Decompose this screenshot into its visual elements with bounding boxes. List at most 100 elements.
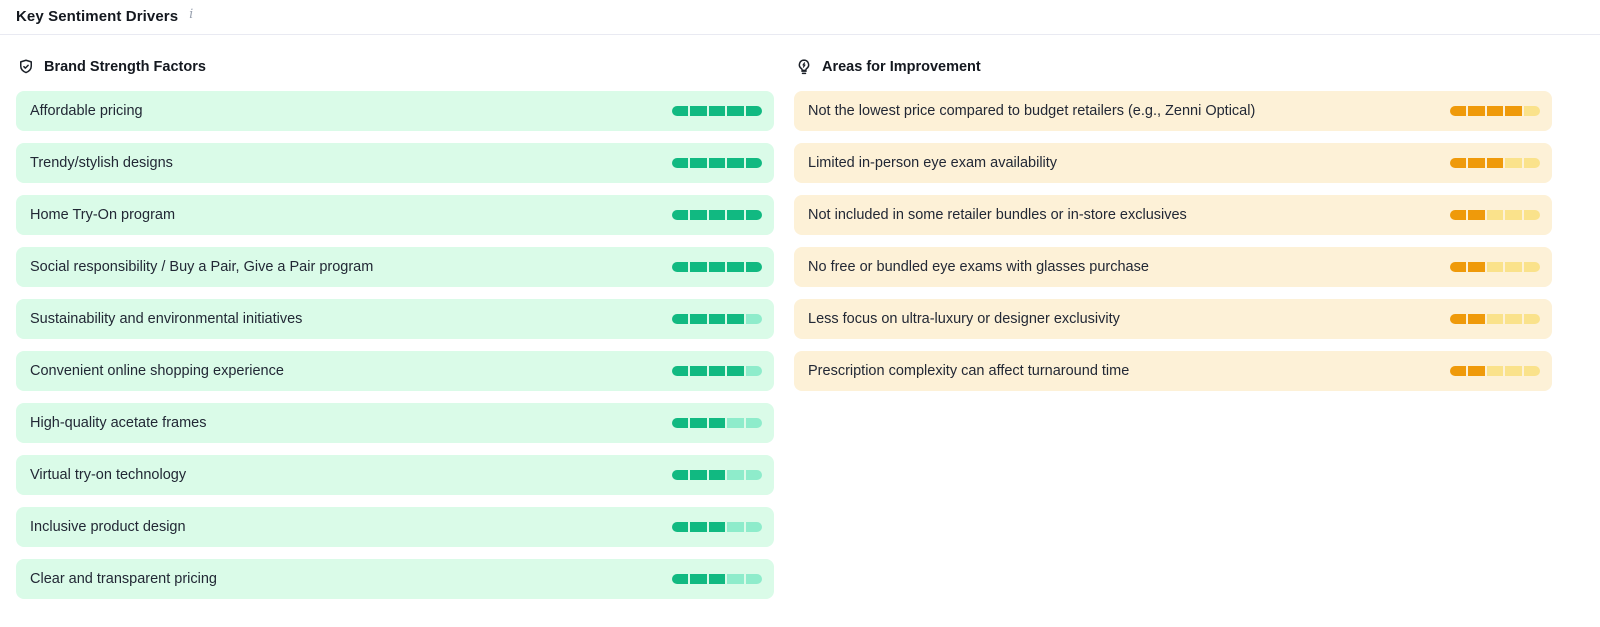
score-segment-filled — [709, 470, 725, 480]
score-segment-filled — [690, 210, 706, 220]
factor-rows: Affordable pricing Trendy/stylish designs… — [16, 91, 774, 599]
shield-check-icon — [17, 58, 35, 76]
score-segment-filled — [1468, 314, 1484, 324]
factor-row: Affordable pricing — [16, 91, 774, 131]
page-title: Key Sentiment Drivers — [16, 8, 178, 25]
score-bar — [672, 574, 762, 584]
factor-row: Trendy/stylish designs — [16, 143, 774, 183]
score-segment-filled — [709, 418, 725, 428]
score-segment-filled — [1468, 210, 1484, 220]
score-segment-empty — [1487, 210, 1503, 220]
score-segment-empty — [1524, 210, 1540, 220]
factor-row: Convenient online shopping experience — [16, 351, 774, 391]
score-segment-empty — [746, 418, 762, 428]
score-segment-filled — [672, 106, 688, 116]
factor-label: Inclusive product design — [30, 519, 186, 535]
factor-row: High-quality acetate frames — [16, 403, 774, 443]
score-segment-filled — [727, 210, 743, 220]
factor-row: Prescription complexity can affect turna… — [794, 351, 1552, 391]
score-bar — [1450, 210, 1540, 220]
score-segment-filled — [1468, 158, 1484, 168]
areas-for-improvement-column: Areas for Improvement Not the lowest pri… — [794, 58, 1552, 599]
score-segment-filled — [709, 574, 725, 584]
score-segment-empty — [727, 470, 743, 480]
panel-header: Key Sentiment Drivers i — [0, 0, 1600, 35]
brand-strength-factors-column: Brand Strength Factors Affordable pricin… — [16, 58, 774, 599]
factor-label: Affordable pricing — [30, 103, 143, 119]
score-segment-filled — [1450, 314, 1466, 324]
score-segment-filled — [690, 470, 706, 480]
score-segment-filled — [690, 106, 706, 116]
score-segment-filled — [709, 158, 725, 168]
score-segment-empty — [746, 574, 762, 584]
score-bar — [1450, 106, 1540, 116]
factor-label: Virtual try-on technology — [30, 467, 186, 483]
score-segment-filled — [690, 314, 706, 324]
factor-row: Not the lowest price compared to budget … — [794, 91, 1552, 131]
areas-for-improvement-header: Areas for Improvement — [794, 58, 1552, 76]
score-segment-filled — [727, 314, 743, 324]
score-segment-filled — [746, 158, 762, 168]
score-segment-empty — [1505, 314, 1521, 324]
score-segment-empty — [1487, 366, 1503, 376]
score-bar — [1450, 262, 1540, 272]
score-segment-empty — [746, 366, 762, 376]
score-segment-empty — [1505, 262, 1521, 272]
score-segment-filled — [1487, 158, 1503, 168]
score-segment-filled — [746, 210, 762, 220]
factor-row: Not included in some retailer bundles or… — [794, 195, 1552, 235]
score-segment-filled — [672, 574, 688, 584]
score-bar — [672, 314, 762, 324]
score-bar — [672, 210, 762, 220]
factor-row: Virtual try-on technology — [16, 455, 774, 495]
score-segment-empty — [1524, 106, 1540, 116]
score-segment-empty — [746, 522, 762, 532]
score-segment-filled — [1468, 262, 1484, 272]
lightbulb-bolt-icon — [795, 58, 813, 76]
score-bar — [1450, 158, 1540, 168]
score-segment-filled — [727, 262, 743, 272]
score-segment-empty — [746, 314, 762, 324]
column-title: Areas for Improvement — [822, 59, 981, 75]
score-segment-filled — [727, 158, 743, 168]
key-sentiment-drivers-panel: Key Sentiment Drivers i Brand Strength F… — [0, 0, 1600, 623]
factor-label: Prescription complexity can affect turna… — [808, 363, 1129, 379]
score-segment-filled — [672, 210, 688, 220]
score-bar — [672, 366, 762, 376]
brand-strength-factors-header: Brand Strength Factors — [16, 58, 774, 76]
score-segment-filled — [746, 262, 762, 272]
column-title: Brand Strength Factors — [44, 59, 206, 75]
score-segment-empty — [1524, 158, 1540, 168]
score-segment-empty — [1524, 262, 1540, 272]
factor-label: Not the lowest price compared to budget … — [808, 103, 1255, 119]
factor-row: Clear and transparent pricing — [16, 559, 774, 599]
score-segment-filled — [690, 574, 706, 584]
factor-label: High-quality acetate frames — [30, 415, 207, 431]
score-bar — [1450, 366, 1540, 376]
factor-row: No free or bundled eye exams with glasse… — [794, 247, 1552, 287]
score-segment-filled — [672, 522, 688, 532]
score-segment-filled — [1450, 262, 1466, 272]
score-segment-empty — [727, 574, 743, 584]
score-segment-empty — [727, 418, 743, 428]
factor-row: Limited in-person eye exam availability — [794, 143, 1552, 183]
score-segment-filled — [1450, 366, 1466, 376]
score-segment-empty — [1487, 262, 1503, 272]
score-segment-empty — [746, 470, 762, 480]
score-segment-filled — [709, 210, 725, 220]
score-segment-filled — [690, 366, 706, 376]
score-segment-filled — [709, 314, 725, 324]
score-segment-empty — [1524, 366, 1540, 376]
info-icon[interactable]: i — [189, 8, 193, 21]
factor-label: Clear and transparent pricing — [30, 571, 217, 587]
factor-label: Home Try-On program — [30, 207, 175, 223]
score-bar — [672, 106, 762, 116]
score-segment-filled — [1450, 210, 1466, 220]
score-segment-empty — [727, 522, 743, 532]
factor-row: Inclusive product design — [16, 507, 774, 547]
score-segment-filled — [1468, 366, 1484, 376]
factor-row: Less focus on ultra-luxury or designer e… — [794, 299, 1552, 339]
score-segment-filled — [672, 158, 688, 168]
score-segment-filled — [672, 314, 688, 324]
score-bar — [672, 418, 762, 428]
